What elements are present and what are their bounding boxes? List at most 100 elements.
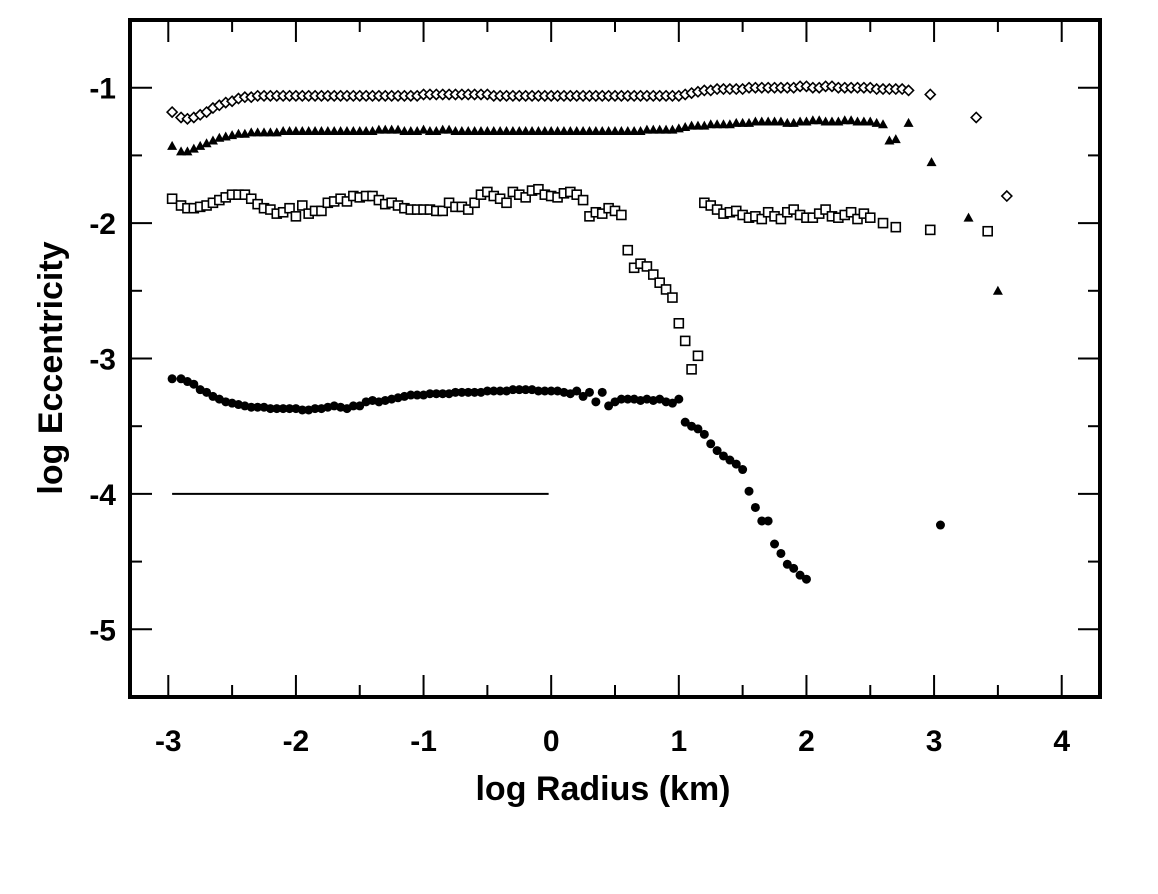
- triangle-point: [259, 127, 270, 137]
- triangle-point: [839, 115, 850, 125]
- triangle-point: [597, 126, 608, 136]
- square-point: [577, 194, 589, 206]
- square-point: [641, 261, 653, 272]
- triangle-point: [182, 146, 193, 156]
- triangle-point: [373, 124, 384, 134]
- square-point: [679, 335, 691, 347]
- triangle-point: [610, 126, 620, 136]
- x-tick-label: -1: [410, 725, 437, 758]
- square-point: [316, 205, 327, 217]
- square-point: [788, 204, 799, 215]
- circle-point: [591, 397, 601, 407]
- x-tick-label: 2: [798, 725, 815, 758]
- triangle-point: [654, 124, 665, 134]
- triangle-point: [661, 124, 672, 134]
- triangle-point: [565, 126, 576, 136]
- circle-point: [757, 516, 767, 526]
- square-point: [692, 350, 704, 362]
- square-point: [520, 192, 531, 203]
- triangle-point: [265, 127, 276, 137]
- circle-point: [438, 389, 448, 399]
- triangle-point: [501, 126, 512, 136]
- square-point: [596, 208, 608, 219]
- circle-point: [297, 405, 307, 415]
- triangle-point: [386, 124, 397, 134]
- triangle-point: [424, 126, 435, 136]
- triangle-point: [750, 116, 761, 126]
- triangle-point: [992, 285, 1003, 295]
- circle-point: [782, 559, 792, 569]
- y-tick-label: -4: [89, 479, 116, 512]
- triangle-point: [469, 126, 480, 136]
- circle-point: [680, 417, 690, 427]
- circle-point: [167, 374, 177, 384]
- triangle-point: [622, 126, 633, 136]
- triangle-point: [584, 126, 595, 136]
- triangle-point: [437, 124, 448, 134]
- x-tick-label: 0: [543, 725, 560, 758]
- circle-point: [521, 385, 531, 395]
- triangle-point: [648, 124, 659, 134]
- triangle-point: [393, 124, 404, 134]
- circle-point: [514, 385, 524, 395]
- circle-point: [572, 386, 582, 396]
- triangle-point: [207, 135, 218, 145]
- square-point: [877, 217, 889, 229]
- triangle-point: [846, 115, 857, 125]
- triangle-point: [456, 126, 467, 136]
- circle-point: [278, 404, 288, 414]
- triangle-point: [756, 116, 767, 126]
- circle-point: [604, 401, 614, 411]
- square-point: [533, 183, 544, 195]
- triangle-point: [926, 157, 937, 167]
- x-tick-label: 1: [670, 725, 687, 758]
- circle-point: [763, 516, 773, 526]
- y-tick-label: -1: [89, 73, 116, 106]
- square-point: [437, 205, 448, 217]
- circle-point: [457, 387, 467, 397]
- circle-point: [750, 502, 760, 512]
- diamond-point: [902, 84, 915, 97]
- square-point: [647, 269, 659, 280]
- triangle-point: [488, 126, 499, 136]
- triangle-point: [444, 124, 455, 134]
- circle-point: [789, 563, 799, 573]
- triangle-point: [552, 126, 563, 136]
- circle-point: [470, 387, 480, 397]
- triangle-point: [705, 119, 716, 129]
- triangle-point: [252, 127, 263, 137]
- square-point: [341, 196, 353, 207]
- circle-point: [489, 386, 499, 396]
- triangle-point: [858, 116, 869, 126]
- triangle-point: [737, 117, 748, 127]
- triangle-point: [820, 116, 831, 126]
- diamond-point: [165, 105, 179, 119]
- square-point: [667, 292, 678, 303]
- triangle-point: [176, 146, 187, 156]
- y-tick-label: -5: [89, 614, 116, 647]
- triangle-point: [616, 126, 627, 136]
- square-point: [756, 213, 768, 225]
- triangle-point: [878, 119, 889, 129]
- triangle-point: [795, 116, 806, 126]
- triangle-point: [763, 116, 774, 126]
- circle-point: [540, 386, 550, 396]
- triangle-point: [558, 126, 569, 136]
- circle-point: [533, 386, 543, 396]
- circle-point: [355, 401, 365, 411]
- square-point: [462, 204, 474, 215]
- square-point: [852, 213, 863, 225]
- triangle-point: [507, 126, 518, 136]
- triangle-point: [769, 116, 780, 126]
- triangle-point: [463, 126, 474, 136]
- circle-point: [706, 439, 716, 449]
- triangle-point: [475, 126, 486, 136]
- circle-point: [508, 385, 518, 395]
- square-point: [284, 202, 295, 214]
- triangle-point: [482, 126, 493, 136]
- square-point: [982, 225, 993, 237]
- square-point: [245, 193, 257, 205]
- circle-point: [699, 429, 709, 439]
- triangle-point: [233, 128, 244, 138]
- triangle-point: [399, 126, 410, 136]
